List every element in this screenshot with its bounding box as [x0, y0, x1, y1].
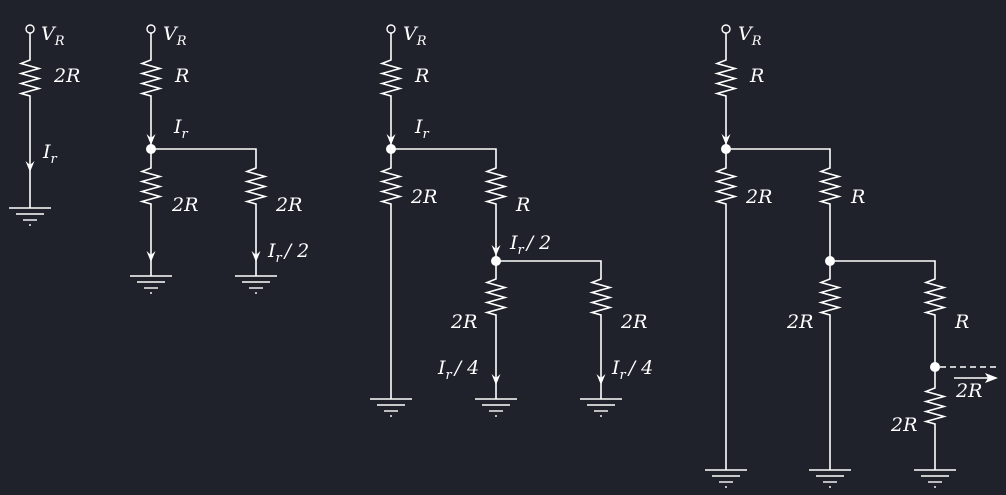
- resistor-mid-label-3: R: [515, 194, 530, 216]
- resistor-top-label-4: R: [749, 65, 764, 87]
- continuation-label: 2R: [955, 380, 982, 402]
- resistor-low-right-label-3: 2R: [620, 311, 647, 333]
- current-top-label-2: Ir: [173, 116, 189, 142]
- current-low-right-label-3: Ir/ 4: [611, 357, 653, 383]
- resistor-right-label-2: 2R: [275, 194, 302, 216]
- resistor-low-mid-label-4: R: [954, 311, 969, 333]
- resistor-right-2: [246, 161, 266, 211]
- circuit-1: VR 2R Ir: [8, 23, 80, 226]
- ground-right-2: [234, 275, 278, 294]
- vr-terminal-1: [25, 24, 35, 34]
- resistor-mid-4: [820, 161, 840, 211]
- resistor-top-label-3: R: [414, 65, 429, 87]
- vr-label-2: VR: [163, 23, 187, 49]
- vr-terminal-3: [386, 24, 396, 34]
- current-low-left-label-3: Ir/ 4: [437, 357, 479, 383]
- resistor-left-label-4: 2R: [745, 186, 772, 208]
- resistor-top-3: [381, 53, 401, 103]
- resistor-left-label-2: 2R: [171, 194, 198, 216]
- resistor-left-4: [716, 161, 736, 211]
- resistor-low-mid-4: [925, 272, 945, 322]
- ground-mid-4: [808, 469, 852, 488]
- vr-label-3: VR: [403, 23, 427, 49]
- ground-left-4: [704, 469, 748, 488]
- resistor-low-right-3: [591, 272, 611, 322]
- resistor-low-left-4: [820, 272, 840, 322]
- resistor-top-2: [141, 53, 161, 103]
- current-right-label-2: Ir/ 2: [267, 240, 309, 266]
- resistor-low-left-label-4: 2R: [786, 311, 813, 333]
- current-mid-label-3: Ir/ 2: [509, 232, 551, 258]
- vr-label-1: VR: [41, 23, 65, 49]
- resistor-bottom-label-4: 2R: [890, 414, 917, 436]
- continuation-arrow-icon: [985, 373, 998, 383]
- current-label-1: Ir: [42, 141, 58, 167]
- resistor-mid-3: [486, 161, 506, 211]
- circuit-3: VR R Ir 2R R Ir/ 2 2R 2R Ir/ 4 Ir/ 4: [369, 23, 653, 417]
- resistor-left-label-3: 2R: [410, 186, 437, 208]
- resistor-1: [20, 53, 40, 103]
- vr-terminal-4: [721, 24, 731, 34]
- ground-low-right-3: [579, 398, 623, 417]
- ground-left-3: [369, 398, 413, 417]
- resistor-bottom-4: [925, 381, 945, 431]
- node-4c: [930, 362, 940, 372]
- ground-1: [8, 207, 52, 226]
- ground-low-left-3: [474, 398, 518, 417]
- circuit-4: VR R 2R R 2R R 2R 2R: [704, 23, 998, 488]
- resistor-low-left-label-3: 2R: [450, 311, 477, 333]
- resistor-mid-label-4: R: [850, 186, 865, 208]
- vr-terminal-2: [146, 24, 156, 34]
- ground-left-2: [129, 275, 173, 294]
- circuit-2: VR R Ir 2R 2R Ir/ 2: [129, 23, 309, 294]
- resistor-low-left-3: [486, 272, 506, 322]
- vr-label-4: VR: [738, 23, 762, 49]
- resistor-left-2: [141, 161, 161, 211]
- resistor-left-3: [381, 161, 401, 211]
- resistor-top-4: [716, 53, 736, 103]
- current-top-label-3: Ir: [414, 116, 430, 142]
- resistor-label-1: 2R: [53, 65, 80, 87]
- resistor-top-label-2: R: [174, 65, 189, 87]
- ground-right-4: [913, 469, 957, 488]
